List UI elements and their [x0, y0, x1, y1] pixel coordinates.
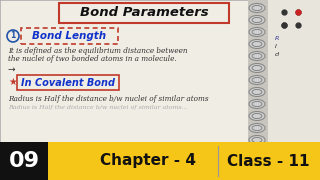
- Text: It is defined as the equilibrium distance between: It is defined as the equilibrium distanc…: [8, 47, 188, 55]
- Ellipse shape: [249, 15, 265, 24]
- Ellipse shape: [249, 111, 265, 120]
- Text: 1: 1: [10, 31, 16, 40]
- Text: R: R: [275, 35, 279, 40]
- Text: ★: ★: [8, 77, 17, 87]
- Ellipse shape: [249, 123, 265, 132]
- Bar: [268, 0, 320, 145]
- Text: 09: 09: [9, 151, 39, 171]
- Bar: [0, 0, 248, 145]
- FancyBboxPatch shape: [21, 28, 118, 44]
- Ellipse shape: [249, 3, 265, 12]
- Text: cl: cl: [275, 51, 280, 57]
- FancyBboxPatch shape: [17, 75, 119, 90]
- Text: Radius is Half the distance b/w nuclei of similar atoms...: Radius is Half the distance b/w nuclei o…: [8, 105, 188, 111]
- Text: the nuclei of two bonded atoms in a molecule.: the nuclei of two bonded atoms in a mole…: [8, 55, 177, 63]
- Ellipse shape: [249, 51, 265, 60]
- Bar: [0, 142, 320, 180]
- Ellipse shape: [249, 136, 265, 145]
- Text: In Covalent Bond: In Covalent Bond: [21, 78, 115, 87]
- Text: →: →: [8, 64, 15, 73]
- Ellipse shape: [249, 64, 265, 73]
- Bar: [0, 142, 48, 180]
- Ellipse shape: [249, 28, 265, 37]
- Ellipse shape: [249, 75, 265, 84]
- Ellipse shape: [249, 39, 265, 48]
- Text: Chapter - 4: Chapter - 4: [100, 154, 196, 168]
- Text: I: I: [275, 44, 277, 48]
- Bar: [248, 0, 268, 145]
- Ellipse shape: [249, 87, 265, 96]
- FancyBboxPatch shape: [59, 3, 229, 23]
- Text: Class - 11: Class - 11: [227, 154, 309, 168]
- Text: Radius is Half the distance b/w nuclei of similar atoms: Radius is Half the distance b/w nuclei o…: [8, 95, 209, 103]
- Text: Bond Length: Bond Length: [32, 31, 106, 41]
- Ellipse shape: [249, 100, 265, 109]
- Text: Bond Parameters: Bond Parameters: [80, 6, 208, 19]
